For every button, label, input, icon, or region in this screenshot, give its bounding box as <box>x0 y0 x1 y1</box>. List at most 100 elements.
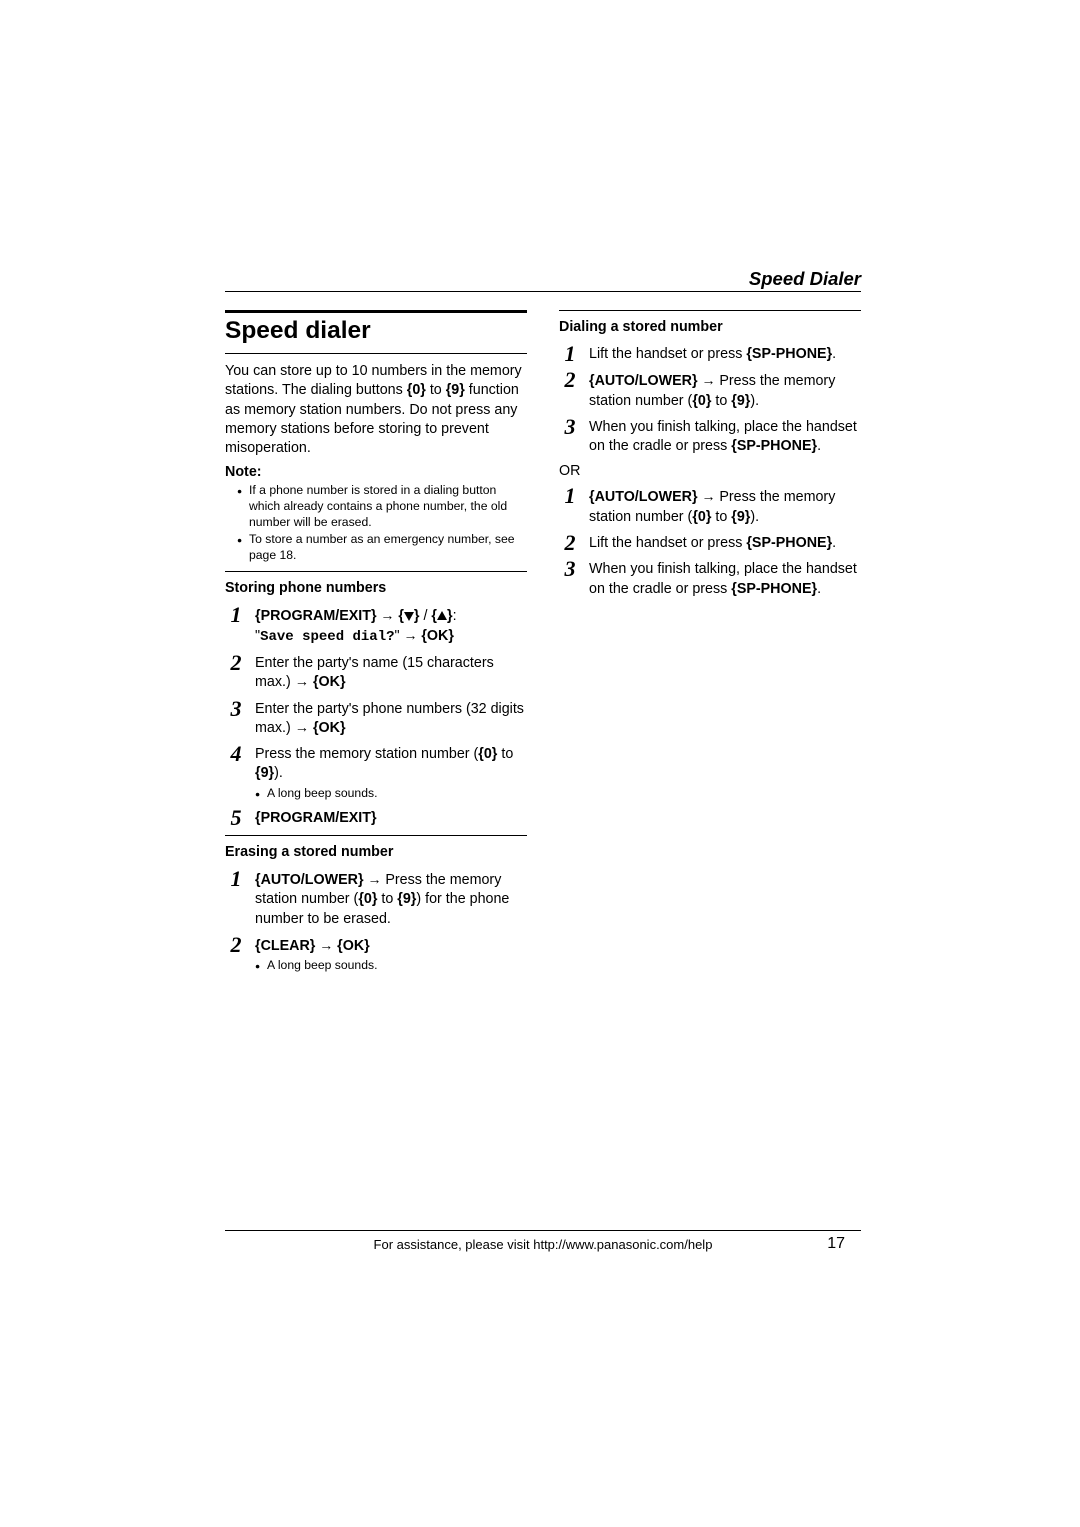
step-number: 5 <box>225 803 247 833</box>
intro-to: to <box>426 382 446 398</box>
or-label: OR <box>559 463 861 479</box>
step-number: 1 <box>559 481 581 511</box>
rule-sub <box>225 835 527 836</box>
step-item: 3 When you finish talking, place the han… <box>559 418 861 457</box>
step-item: 2 {AUTO/LOWER} → Press the memory statio… <box>559 371 861 411</box>
note-item: To store a number as an emergency number… <box>225 532 527 564</box>
arrow-icon: → <box>364 871 386 887</box>
main-heading: Speed dialer <box>225 317 527 345</box>
key-program-exit: {PROGRAM/EXIT} <box>255 608 377 624</box>
dialing-steps-a: 1 Lift the handset or press {SP-PHONE}. … <box>559 345 861 456</box>
rule-thick <box>225 310 527 313</box>
step-number: 2 <box>559 528 581 558</box>
storing-steps: 1 {PROGRAM/EXIT} → {} / {}: "Save speed … <box>225 606 527 828</box>
step-number: 3 <box>559 554 581 584</box>
sub-bullet-list: A long beep sounds. <box>255 958 527 974</box>
step-item: 2 {CLEAR} → {OK} A long beep sounds. <box>225 936 527 974</box>
subsection-heading: Dialing a stored number <box>559 319 861 335</box>
erasing-steps: 1 {AUTO/LOWER} → Press the memory statio… <box>225 870 527 974</box>
step-to: to <box>711 393 731 409</box>
section-title: Speed Dialer <box>749 268 861 290</box>
key-9: {9} <box>731 509 750 525</box>
header-section: Speed Dialer <box>225 268 861 292</box>
key-auto-lower: {AUTO/LOWER} <box>589 373 698 389</box>
step-item: 1 {AUTO/LOWER} → Press the memory statio… <box>225 870 527 929</box>
step-text: Enter the party's phone numbers (32 digi… <box>255 701 524 736</box>
dot: . <box>817 581 821 597</box>
note-label: Note: <box>225 464 527 480</box>
arrow-icon: → <box>377 607 399 623</box>
page-content: Speed Dialer Speed dialer You can store … <box>225 268 861 1244</box>
key-program-exit: {PROGRAM/EXIT} <box>255 810 377 826</box>
step-number: 1 <box>225 864 247 894</box>
dot: . <box>817 438 821 454</box>
columns-container: Speed dialer You can store up to 10 numb… <box>225 310 861 981</box>
step-text-post: ). <box>274 765 283 781</box>
key-sp-phone: {SP-PHONE} <box>746 535 832 551</box>
step-item: 1 {AUTO/LOWER} → Press the memory statio… <box>559 487 861 527</box>
page-number: 17 <box>827 1235 845 1253</box>
key-ok: {OK} <box>313 720 346 736</box>
subsection-heading: Storing phone numbers <box>225 580 527 596</box>
step-text: Press the memory station number ( <box>255 746 478 762</box>
step-item: 2 Enter the party's name (15 characters … <box>225 654 527 693</box>
step-number: 3 <box>225 694 247 724</box>
key-sp-phone: {SP-PHONE} <box>746 346 832 362</box>
key-0: {0} <box>692 393 711 409</box>
dialing-steps-b: 1 {AUTO/LOWER} → Press the memory statio… <box>559 487 861 598</box>
triangle-down-icon <box>404 612 414 621</box>
step-text: Lift the handset or press <box>589 346 746 362</box>
colon: : <box>453 608 457 624</box>
step-to: to <box>377 891 397 907</box>
rule-sub <box>559 310 861 311</box>
sub-bullet-item: A long beep sounds. <box>255 958 527 974</box>
footer-text: For assistance, please visit http://www.… <box>374 1237 713 1252</box>
step-item: 3 When you finish talking, place the han… <box>559 560 861 599</box>
step-text-post: ). <box>750 509 759 525</box>
step-text: Enter the party's name (15 characters ma… <box>255 655 494 690</box>
step-item: 1 {PROGRAM/EXIT} → {} / {}: "Save speed … <box>225 606 527 647</box>
key-0: {0} <box>358 891 377 907</box>
key-ok: {OK} <box>421 628 454 644</box>
key-0: {0} <box>692 509 711 525</box>
key-0: {0} <box>478 746 497 762</box>
key-9: {9} <box>397 891 416 907</box>
arrow-icon: → <box>698 488 720 504</box>
step-number: 2 <box>225 930 247 960</box>
step-to: to <box>711 509 731 525</box>
step-number: 2 <box>559 365 581 395</box>
key-9: {9} <box>446 382 465 398</box>
arrow-icon: → <box>315 937 337 953</box>
step-number: 1 <box>225 600 247 630</box>
step-text-post: ). <box>750 393 759 409</box>
key-sp-phone: {SP-PHONE} <box>731 581 817 597</box>
right-column: Dialing a stored number 1 Lift the hands… <box>559 310 861 981</box>
key-clear: {CLEAR} <box>255 938 315 954</box>
slash: / <box>419 608 431 624</box>
sub-bullet-item: A long beep sounds. <box>255 786 527 802</box>
step-item: 3 Enter the party's phone numbers (32 di… <box>225 700 527 739</box>
key-ok: {OK} <box>313 674 346 690</box>
arrow-icon: → <box>698 372 720 388</box>
step-number: 1 <box>559 339 581 369</box>
note-item: If a phone number is stored in a dialing… <box>225 483 527 531</box>
step-text: Lift the handset or press <box>589 535 746 551</box>
dot: . <box>832 346 836 362</box>
dot: . <box>832 535 836 551</box>
key-auto-lower: {AUTO/LOWER} <box>255 872 364 888</box>
sub-bullet-list: A long beep sounds. <box>255 786 527 802</box>
arrow-icon: → <box>400 627 422 643</box>
rule-thin <box>225 353 527 354</box>
step-to: to <box>497 746 513 762</box>
step-item: 5 {PROGRAM/EXIT} <box>225 809 527 828</box>
key-9: {9} <box>731 393 750 409</box>
left-column: Speed dialer You can store up to 10 numb… <box>225 310 527 981</box>
step-item: 4 Press the memory station number ({0} t… <box>225 745 527 801</box>
step-item: 2 Lift the handset or press {SP-PHONE}. <box>559 534 861 553</box>
subsection-heading: Erasing a stored number <box>225 844 527 860</box>
rule-sub <box>225 571 527 572</box>
key-9: {9} <box>255 765 274 781</box>
note-list: If a phone number is stored in a dialing… <box>225 483 527 563</box>
triangle-up-icon <box>437 611 447 620</box>
key-ok: {OK} <box>337 938 370 954</box>
